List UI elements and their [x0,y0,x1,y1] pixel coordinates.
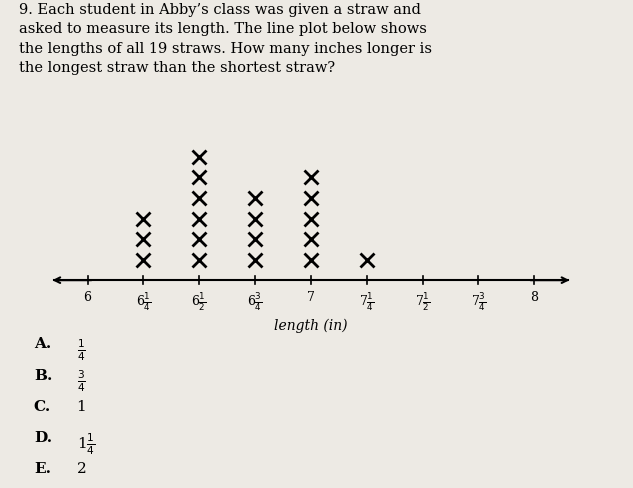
Text: $\frac{3}{4}$: $\frac{3}{4}$ [77,368,85,393]
Text: 2: 2 [77,462,86,475]
Text: 6$\frac{1}{2}$: 6$\frac{1}{2}$ [191,291,207,313]
Text: A.: A. [34,337,51,350]
Text: D.: D. [34,430,52,444]
Text: length (in): length (in) [274,318,348,332]
Text: $\frac{1}{4}$: $\frac{1}{4}$ [77,337,85,362]
Text: 9. Each student in Abby’s class was given a straw and
asked to measure its lengt: 9. Each student in Abby’s class was give… [19,3,432,75]
Text: 7$\frac{3}{4}$: 7$\frac{3}{4}$ [471,291,486,313]
Text: 6$\frac{1}{4}$: 6$\frac{1}{4}$ [135,291,151,313]
Text: 6: 6 [84,291,92,304]
Text: E.: E. [34,462,51,475]
Text: B.: B. [34,368,53,382]
Text: 1$\frac{1}{4}$: 1$\frac{1}{4}$ [77,430,95,456]
Text: 1: 1 [77,399,86,413]
Text: 7: 7 [307,291,315,304]
Text: 8: 8 [530,291,538,304]
Text: C.: C. [34,399,51,413]
Text: 7$\frac{1}{2}$: 7$\frac{1}{2}$ [415,291,430,313]
Text: 7$\frac{1}{4}$: 7$\frac{1}{4}$ [359,291,375,313]
Text: 6$\frac{3}{4}$: 6$\frac{3}{4}$ [248,291,263,313]
